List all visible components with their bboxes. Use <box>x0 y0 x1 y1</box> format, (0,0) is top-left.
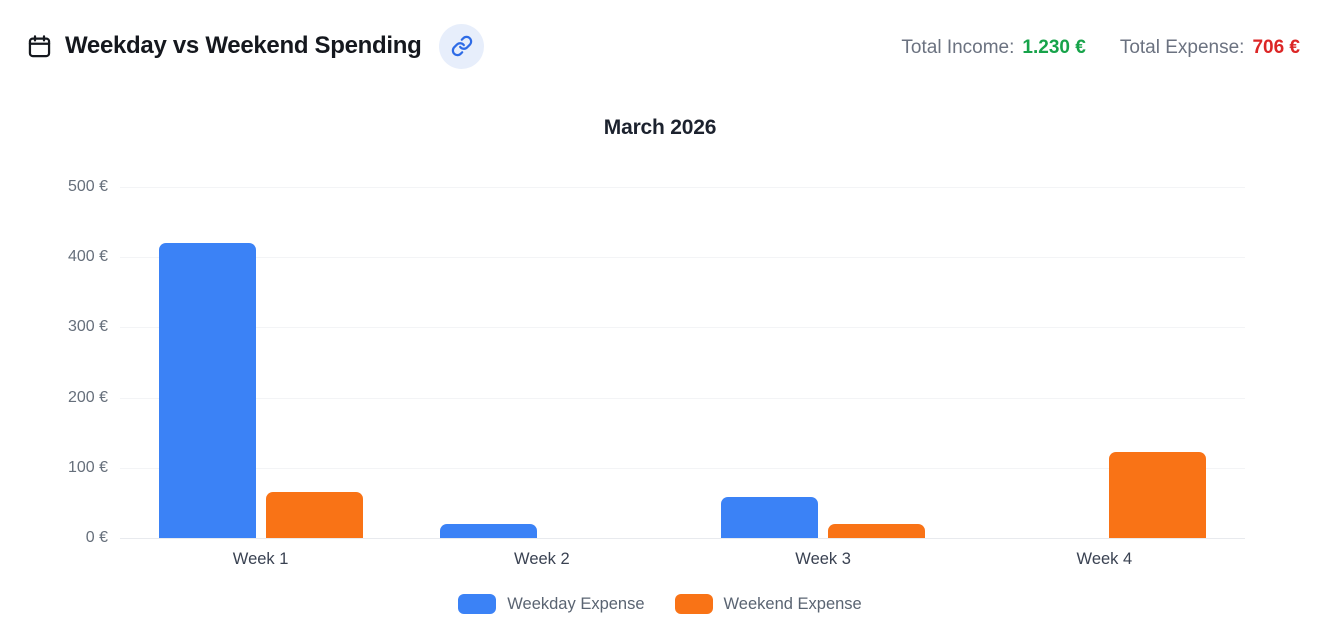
x-tick-label-week-1: Week 1 <box>232 550 289 568</box>
bar-weekday-expense-week-3[interactable] <box>721 497 819 538</box>
bar-weekday-expense-week-1[interactable] <box>158 243 256 538</box>
total-expense: Total Expense: 706 € <box>1120 37 1300 59</box>
y-tick-label-300: 300 € <box>67 318 108 336</box>
legend-swatch-weekend-expense <box>674 594 713 614</box>
gridline-200 <box>120 397 1245 399</box>
x-tick-label-week-3: Week 3 <box>795 550 851 568</box>
legend-item-weekday-expense[interactable]: Weekday Expense <box>458 594 645 614</box>
y-tick-label-500: 500 € <box>67 178 108 195</box>
bar-weekend-expense-week-3[interactable] <box>828 523 926 538</box>
bar-weekend-expense-week-4[interactable] <box>1109 451 1207 538</box>
legend-label-weekday-expense: Weekday Expense <box>507 594 645 613</box>
y-tick-label-400: 400 € <box>67 248 108 266</box>
header: Weekday vs Weekend Spending Total Income… <box>0 0 1320 70</box>
gridline-300 <box>120 327 1245 329</box>
chart: March 2026 Weekday Expense Weekend Expens… <box>0 80 1320 644</box>
link-button[interactable] <box>439 23 485 69</box>
total-income: Total Income: 1.230 € <box>901 37 1085 59</box>
total-expense-label: Total Expense: <box>1119 37 1245 58</box>
legend-label-weekend-expense: Weekend Expense <box>723 594 862 613</box>
x-tick-label-week-4: Week 4 <box>1076 550 1133 568</box>
gridline-500 <box>120 187 1245 188</box>
y-tick-label-0: 0 € <box>85 529 108 546</box>
legend-swatch-weekday-expense <box>458 594 497 614</box>
legend-item-weekend-expense[interactable]: Weekend Expense <box>674 594 862 614</box>
legend: Weekday Expense Weekend Expense <box>0 594 1320 614</box>
totals: Total Income: 1.230 € Total Expense: 706… <box>901 33 1300 59</box>
gridline-100 <box>120 467 1245 469</box>
link-icon <box>451 35 473 57</box>
plot-area <box>120 187 1245 539</box>
x-tick-label-week-2: Week 2 <box>514 550 570 568</box>
total-income-value: 1.230 € <box>1022 37 1086 58</box>
header-title-group: Weekday vs Weekend Spending <box>26 23 485 69</box>
calendar-icon <box>26 33 53 60</box>
total-expense-value: 706 € <box>1252 37 1300 58</box>
y-tick-label-200: 200 € <box>67 388 108 406</box>
y-tick-label-100: 100 € <box>67 458 108 476</box>
gridline-400 <box>120 257 1245 259</box>
total-income-label: Total Income: <box>901 37 1015 58</box>
bar-weekday-expense-week-2[interactable] <box>439 523 537 538</box>
gridline-0 <box>120 538 1245 539</box>
page-title: Weekday vs Weekend Spending <box>65 32 422 59</box>
chart-title: March 2026 <box>603 116 717 139</box>
bar-weekend-expense-week-1[interactable] <box>265 492 363 538</box>
